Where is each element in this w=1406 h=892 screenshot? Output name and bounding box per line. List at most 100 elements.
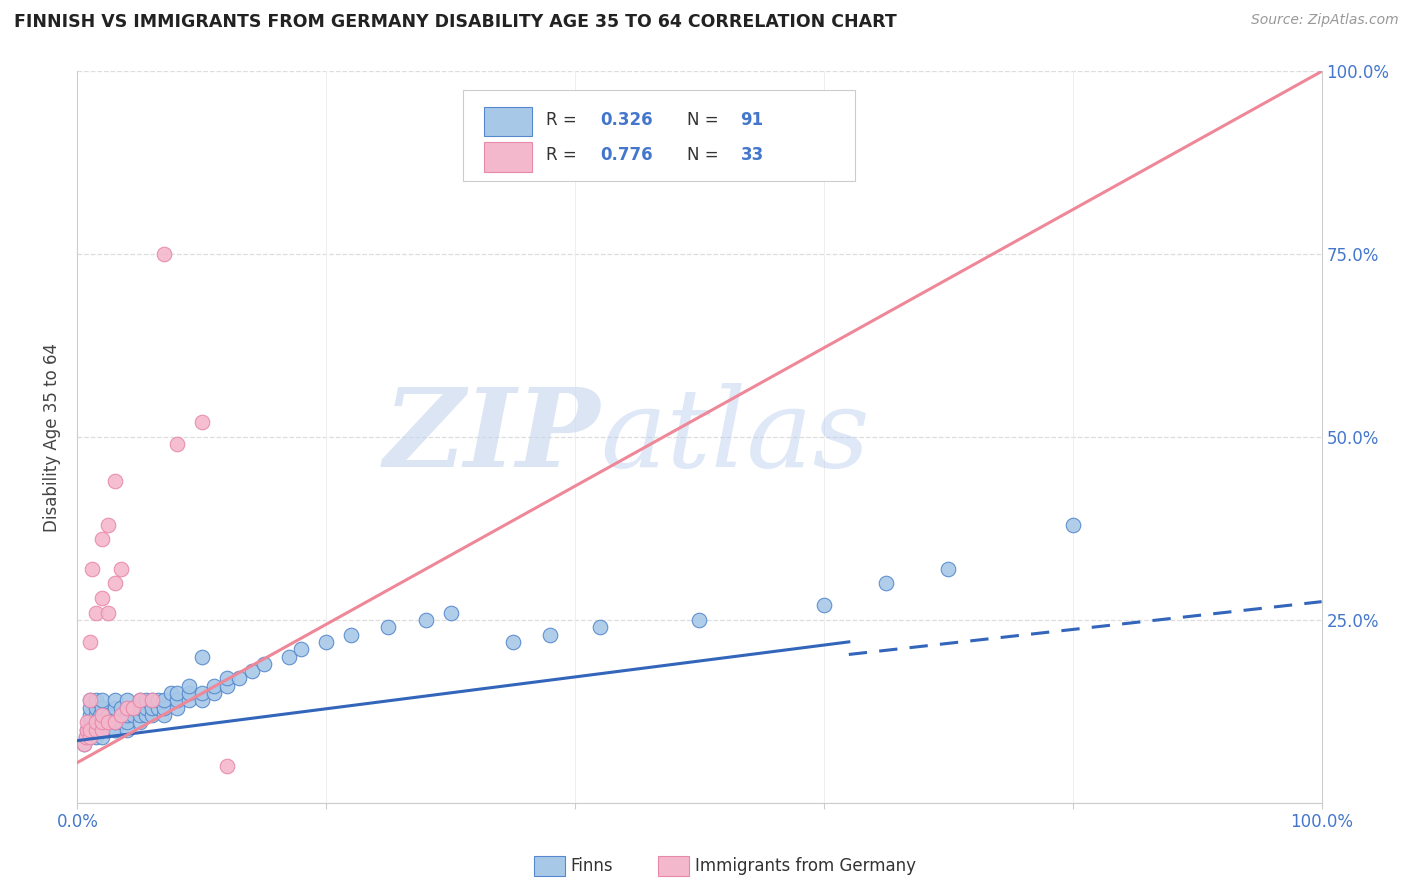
Point <box>813 599 835 613</box>
Point <box>122 708 145 723</box>
Point <box>122 700 145 714</box>
Point <box>128 693 150 707</box>
Point <box>72 737 94 751</box>
Point <box>91 591 114 605</box>
Bar <box>484 107 531 136</box>
Point <box>875 576 897 591</box>
Point <box>191 693 214 707</box>
Point <box>689 613 711 627</box>
Point <box>240 664 263 678</box>
Point <box>82 562 104 576</box>
Point <box>148 700 170 714</box>
Point <box>179 686 201 700</box>
Point <box>159 686 181 700</box>
Point <box>141 708 163 723</box>
FancyBboxPatch shape <box>463 90 855 181</box>
Point <box>84 730 107 744</box>
Point <box>79 635 101 649</box>
Point <box>104 715 127 730</box>
Point <box>153 693 176 707</box>
Text: FINNISH VS IMMIGRANTS FROM GERMANY DISABILITY AGE 35 TO 64 CORRELATION CHART: FINNISH VS IMMIGRANTS FROM GERMANY DISAB… <box>14 13 897 31</box>
Point <box>76 723 98 737</box>
Point <box>84 708 107 723</box>
Point <box>215 679 238 693</box>
Point <box>84 723 107 737</box>
Point <box>110 562 132 576</box>
Point <box>179 679 201 693</box>
Text: 33: 33 <box>741 146 763 164</box>
Point <box>191 649 214 664</box>
Point <box>76 723 98 737</box>
Point <box>104 700 127 714</box>
Point <box>128 700 150 714</box>
Point <box>202 686 225 700</box>
Point <box>115 700 138 714</box>
Point <box>91 533 114 547</box>
Point <box>440 606 463 620</box>
Point <box>84 606 107 620</box>
Point <box>97 715 120 730</box>
Point <box>84 693 107 707</box>
Point <box>166 437 188 451</box>
Point <box>128 693 150 707</box>
Point <box>91 723 114 737</box>
Text: 0.776: 0.776 <box>600 146 652 164</box>
Point <box>84 715 107 730</box>
Point <box>141 693 163 707</box>
Point <box>104 474 127 488</box>
Point <box>76 715 98 730</box>
Point <box>179 693 201 707</box>
Point <box>104 723 127 737</box>
Point <box>91 723 114 737</box>
Point <box>315 635 337 649</box>
Point <box>115 700 138 714</box>
Point <box>128 708 150 723</box>
Text: N =: N = <box>688 146 724 164</box>
Text: N =: N = <box>688 112 724 129</box>
Point <box>538 627 561 641</box>
Point <box>91 715 114 730</box>
Point <box>104 715 127 730</box>
Text: 91: 91 <box>741 112 763 129</box>
Point <box>110 715 132 730</box>
Point <box>79 723 101 737</box>
Point <box>91 700 114 714</box>
Point <box>110 700 132 714</box>
Point <box>340 627 363 641</box>
Point <box>84 715 107 730</box>
Text: atlas: atlas <box>600 384 869 491</box>
Point <box>215 672 238 686</box>
Point <box>79 693 101 707</box>
Point <box>75 730 97 744</box>
Point <box>79 723 101 737</box>
Point <box>589 620 612 634</box>
Point <box>79 700 101 714</box>
Text: Immigrants from Germany: Immigrants from Germany <box>695 857 915 875</box>
Point <box>202 679 225 693</box>
Point <box>79 708 101 723</box>
Point <box>1062 517 1084 532</box>
Text: Finns: Finns <box>571 857 613 875</box>
Point <box>84 723 107 737</box>
Point <box>79 723 101 737</box>
Point <box>97 715 120 730</box>
Point <box>110 708 132 723</box>
Point <box>253 657 276 671</box>
Point <box>128 715 150 730</box>
Point <box>115 708 138 723</box>
Point <box>77 723 100 737</box>
Text: ZIP: ZIP <box>384 384 600 491</box>
Point <box>72 737 94 751</box>
Point <box>135 693 157 707</box>
Point <box>104 576 127 591</box>
Point <box>415 613 437 627</box>
Point <box>153 708 176 723</box>
Point <box>938 562 960 576</box>
Point <box>89 708 111 723</box>
Point <box>91 693 114 707</box>
Y-axis label: Disability Age 35 to 64: Disability Age 35 to 64 <box>44 343 62 532</box>
Point <box>75 730 97 744</box>
Point <box>91 708 114 723</box>
Point <box>135 700 157 714</box>
Point <box>135 708 157 723</box>
